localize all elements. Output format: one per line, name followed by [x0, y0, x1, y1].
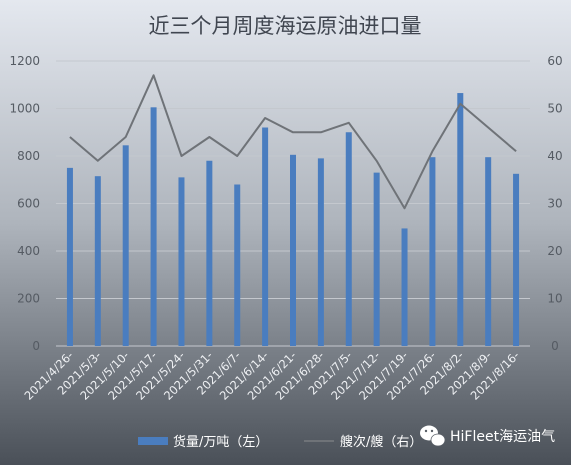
chart-title: 近三个月周度海运原油进口量	[149, 14, 422, 38]
y-right-tick-label: 20	[547, 244, 562, 258]
y-right-tick-label: 50	[547, 102, 562, 116]
y-right-tick-label: 0	[551, 339, 559, 353]
bar	[66, 167, 73, 346]
bar	[290, 154, 296, 346]
bar	[262, 127, 269, 346]
y-left-tick-label: 0	[32, 339, 40, 353]
bar	[122, 145, 129, 346]
watermark: HiFleet海运油气	[420, 425, 555, 447]
y-left-tick-label: 200	[17, 292, 40, 306]
y-left-tick-label: 1200	[9, 54, 40, 68]
bar	[457, 93, 464, 346]
legend-line-label: 艘次/艘（右）	[340, 434, 422, 450]
x-axis-ticks: 2021/4/26-2021/5/3-2021/5/10-2021/5/17-2…	[22, 348, 523, 403]
legend: 货量/万吨（左） 艘次/艘（右）	[138, 434, 422, 450]
bar	[317, 158, 324, 346]
bar	[513, 173, 520, 346]
y-right-tick-label: 10	[547, 292, 562, 306]
y-left-tick-label: 600	[17, 197, 40, 211]
y-right-tick-label: 30	[547, 197, 562, 211]
watermark-text: HiFleet海运油气	[450, 429, 555, 445]
wechat-icon	[420, 425, 446, 447]
bar-series	[66, 93, 520, 346]
bar	[234, 184, 241, 346]
bar	[485, 157, 492, 346]
bar	[345, 132, 352, 346]
bar	[401, 228, 408, 346]
line-series	[69, 74, 517, 210]
y-left-tick-label: 1000	[9, 102, 40, 116]
y-left-tick-label: 800	[17, 149, 40, 163]
bar	[178, 177, 185, 346]
bar	[429, 157, 436, 346]
legend-bar-label: 货量/万吨（左）	[173, 434, 268, 450]
bar	[206, 160, 213, 346]
y-left-tick-label: 400	[17, 244, 40, 258]
y-right-tick-label: 60	[547, 54, 562, 68]
bar	[150, 107, 157, 346]
y-right-tick-label: 40	[547, 149, 562, 163]
left-axis-ticks: 0 200 400 600 800 1000 1200	[9, 54, 40, 353]
right-axis-ticks: 0 10 20 30 40 50 60	[547, 54, 562, 353]
legend-bar-swatch	[138, 437, 168, 445]
bar	[94, 176, 101, 346]
bar	[373, 172, 380, 346]
